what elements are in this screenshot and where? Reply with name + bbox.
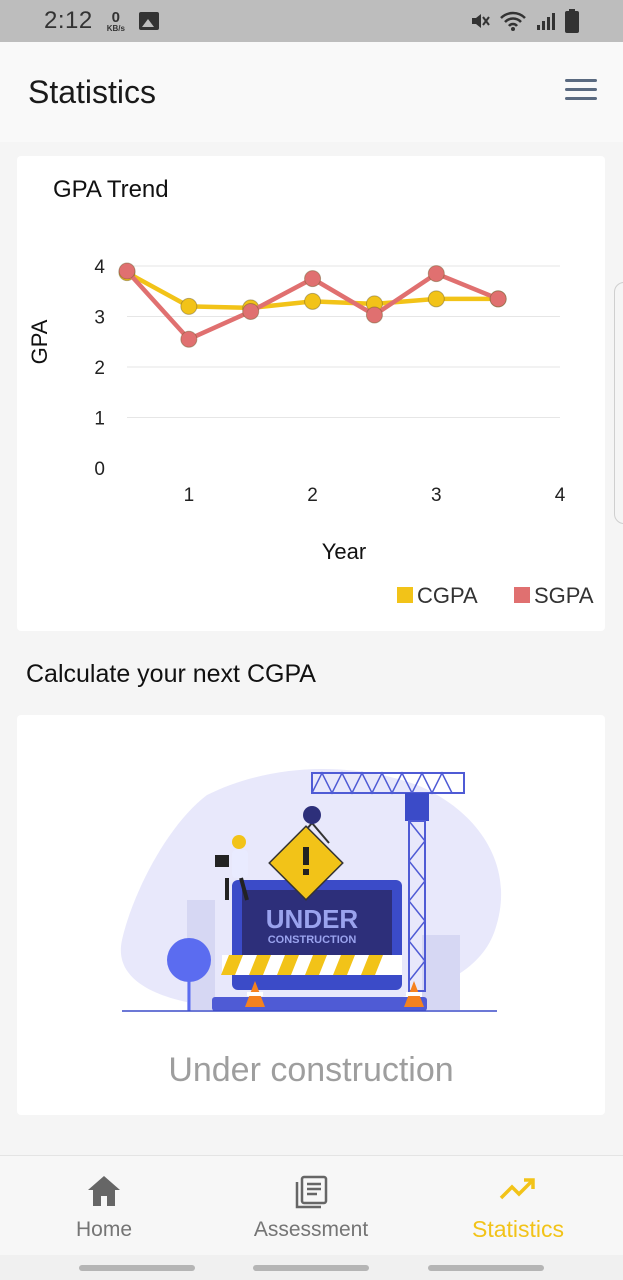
legend-label-sgpa: SGPA bbox=[534, 583, 594, 608]
wifi-icon bbox=[500, 11, 526, 31]
y-tick-label-1: 1 bbox=[94, 409, 105, 430]
home-icon bbox=[88, 1176, 120, 1206]
under-construction-card: UNDER CONSTRUCTION Under construction bbox=[17, 715, 605, 1115]
network-speed: 0 KB/s bbox=[107, 10, 125, 33]
nav-assessment[interactable]: Assessment bbox=[207, 1156, 415, 1256]
under-construction-message: Under construction bbox=[168, 1051, 454, 1089]
hamburger-icon bbox=[565, 79, 597, 82]
battery-icon bbox=[565, 9, 579, 33]
data-point-cgpa-1 bbox=[180, 297, 198, 315]
signal-icon bbox=[537, 13, 555, 30]
data-point-sgpa-6 bbox=[489, 290, 507, 308]
data-point-sgpa-0 bbox=[118, 262, 136, 280]
gesture-navigation-bar bbox=[0, 1255, 623, 1280]
y-tick-label-0: 0 bbox=[94, 459, 105, 480]
status-icons bbox=[469, 9, 579, 33]
nav-statistics[interactable]: Statistics bbox=[414, 1156, 622, 1256]
chart-title: GPA Trend bbox=[53, 176, 169, 203]
data-point-cgpa-5 bbox=[427, 290, 445, 308]
page-title: Statistics bbox=[28, 74, 157, 110]
y-tick-label-2: 2 bbox=[94, 358, 105, 379]
x-tick-label-4: 4 bbox=[555, 485, 566, 506]
legend-label-cgpa: CGPA bbox=[417, 583, 478, 608]
sign-construction-text: CONSTRUCTION bbox=[268, 934, 357, 946]
data-point-sgpa-5 bbox=[427, 265, 445, 283]
data-point-sgpa-3 bbox=[304, 270, 322, 288]
gesture-hint-right[interactable] bbox=[428, 1265, 544, 1271]
y-axis-label: GPA bbox=[27, 319, 52, 364]
hamburger-icon-line bbox=[565, 88, 597, 91]
x-axis-label: Year bbox=[322, 539, 366, 564]
bottom-navigation: Home Assessment Statistics bbox=[0, 1155, 623, 1256]
edge-panel-handle[interactable] bbox=[614, 282, 623, 524]
network-speed-unit: KB/s bbox=[106, 23, 125, 33]
x-tick-label-1: 1 bbox=[184, 485, 195, 506]
data-point-sgpa-4 bbox=[365, 306, 383, 324]
menu-button[interactable] bbox=[565, 79, 597, 103]
nav-assessment-label: Assessment bbox=[253, 1218, 369, 1241]
under-construction-illustration: UNDER CONSTRUCTION bbox=[120, 768, 502, 1012]
data-point-sgpa-1 bbox=[180, 330, 198, 348]
nav-statistics-label: Statistics bbox=[471, 1216, 565, 1242]
gpa-trend-chart: 0 1 2 3 4 1 2 3 4 Year GPA CGPA SGPA bbox=[27, 257, 594, 608]
nav-home[interactable]: Home bbox=[0, 1156, 208, 1256]
x-tick-label-3: 3 bbox=[431, 485, 442, 506]
status-time: 2:12 bbox=[44, 7, 93, 34]
gesture-hint-center[interactable] bbox=[253, 1265, 369, 1271]
sign-under-text: UNDER bbox=[266, 904, 359, 934]
assessment-icon bbox=[295, 1175, 328, 1209]
image-notification-icon bbox=[138, 12, 159, 30]
status-bar: 2:12 0 KB/s bbox=[0, 0, 623, 42]
mute-icon bbox=[472, 14, 490, 28]
legend-swatch-cgpa bbox=[397, 587, 413, 603]
data-point-sgpa-2 bbox=[242, 302, 260, 320]
hamburger-icon-line bbox=[565, 97, 597, 100]
calculator-section-title: Calculate your next CGPA bbox=[26, 660, 316, 688]
gpa-trend-card: GPA Trend 0 1 2 3 4 1 2 3 4 Year GPA CGPA SGPA bbox=[17, 156, 605, 631]
y-tick-label-4: 4 bbox=[94, 257, 105, 278]
y-tick-label-3: 3 bbox=[94, 308, 105, 329]
legend-swatch-sgpa bbox=[514, 587, 530, 603]
data-point-cgpa-3 bbox=[304, 292, 322, 310]
gesture-hint-left[interactable] bbox=[79, 1265, 195, 1271]
trending-up-icon bbox=[499, 1178, 535, 1200]
x-tick-label-2: 2 bbox=[307, 485, 318, 506]
network-speed-value: 0 bbox=[111, 8, 120, 26]
nav-home-label: Home bbox=[75, 1218, 133, 1241]
app-bar: Statistics bbox=[0, 42, 623, 142]
